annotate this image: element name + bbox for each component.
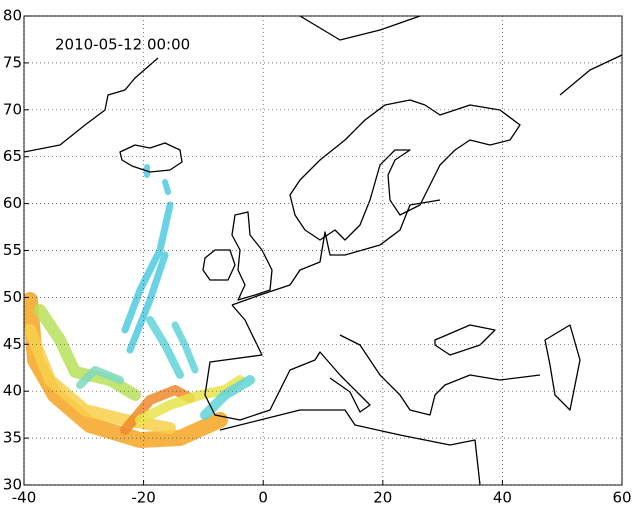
coastline	[24, 57, 159, 153]
coastline	[434, 324, 496, 356]
date-annotation: 2010-05-12 00:00	[55, 36, 190, 54]
plume-band	[34, 304, 141, 401]
ash-plume	[24, 164, 255, 448]
plume-band	[146, 316, 184, 379]
map-layer	[24, 16, 622, 485]
coastline	[299, 16, 421, 41]
coastline	[289, 99, 521, 241]
y-tick-label: 70	[3, 100, 22, 118]
y-tick-label: 65	[3, 147, 22, 165]
x-tick-label: 60	[612, 489, 631, 507]
y-tick-label: 80	[3, 7, 22, 25]
coastline	[204, 304, 371, 421]
x-tick-label: 40	[493, 489, 512, 507]
coastline	[559, 54, 622, 96]
plume-band	[121, 201, 174, 334]
coastline	[231, 199, 441, 306]
plume-band	[126, 251, 169, 354]
y-tick-label: 30	[3, 476, 22, 494]
y-tick-label: 75	[3, 53, 22, 71]
y-tick-label: 50	[3, 288, 22, 306]
y-tick-label: 60	[3, 194, 22, 212]
plume-band	[162, 179, 171, 195]
coastline	[339, 334, 541, 416]
coastline	[219, 409, 481, 485]
y-tick-label: 40	[3, 382, 22, 400]
x-tick-label: -40	[12, 489, 37, 507]
plume-band	[171, 321, 199, 374]
coastlines	[24, 16, 622, 485]
y-tick-label: 45	[3, 335, 22, 353]
plume-band	[120, 385, 195, 435]
coastline	[202, 249, 236, 281]
x-tick-label: 20	[373, 489, 392, 507]
y-tick-label: 55	[3, 241, 22, 259]
y-tick-label: 35	[3, 429, 22, 447]
plume-band	[76, 366, 124, 389]
coastline	[119, 142, 183, 173]
x-tick-label: -20	[131, 489, 156, 507]
x-tick-label: 0	[258, 489, 268, 507]
coastline	[544, 324, 581, 411]
coastline	[231, 211, 273, 301]
